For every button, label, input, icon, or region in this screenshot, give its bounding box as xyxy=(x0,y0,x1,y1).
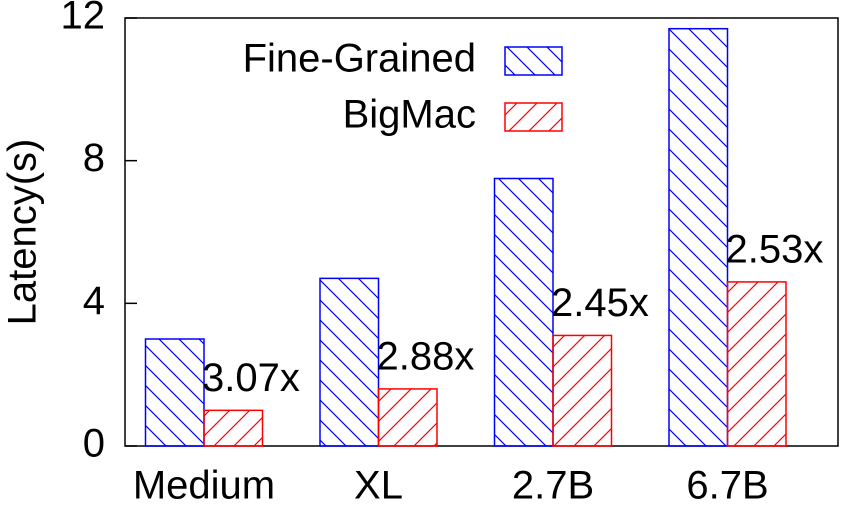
legend-entry: BigMac xyxy=(343,93,563,137)
bar xyxy=(668,27,729,447)
legend-swatch xyxy=(504,102,563,132)
y-tick-label: 0 xyxy=(83,422,105,466)
legend-swatch xyxy=(504,46,563,76)
legend-entry: Fine-Grained xyxy=(243,37,563,81)
bar xyxy=(319,277,380,447)
bar xyxy=(493,177,554,447)
speedup-label: 3.07x xyxy=(202,356,300,400)
x-tick-label: 2.7B xyxy=(512,464,594,506)
bar xyxy=(726,281,787,447)
x-tick-label: XL xyxy=(354,464,403,506)
speedup-label: 2.45x xyxy=(551,281,649,325)
y-tick-label: 12 xyxy=(61,0,106,38)
bar xyxy=(144,338,205,447)
speedup-label: 2.88x xyxy=(377,334,475,378)
speedup-label: 2.53x xyxy=(726,227,824,271)
plot-frame xyxy=(124,17,839,447)
bar xyxy=(203,409,264,447)
y-axis-label: Latency(s) xyxy=(1,139,45,326)
legend-label: BigMac xyxy=(343,93,476,137)
legend-label: Fine-Grained xyxy=(243,37,476,81)
x-tick-label: Medium xyxy=(133,464,275,506)
bar xyxy=(377,388,438,447)
bar xyxy=(552,334,613,447)
y-tick-label: 8 xyxy=(83,136,105,180)
y-tick-label: 4 xyxy=(83,279,105,323)
x-tick-label: 6.7B xyxy=(686,464,768,506)
